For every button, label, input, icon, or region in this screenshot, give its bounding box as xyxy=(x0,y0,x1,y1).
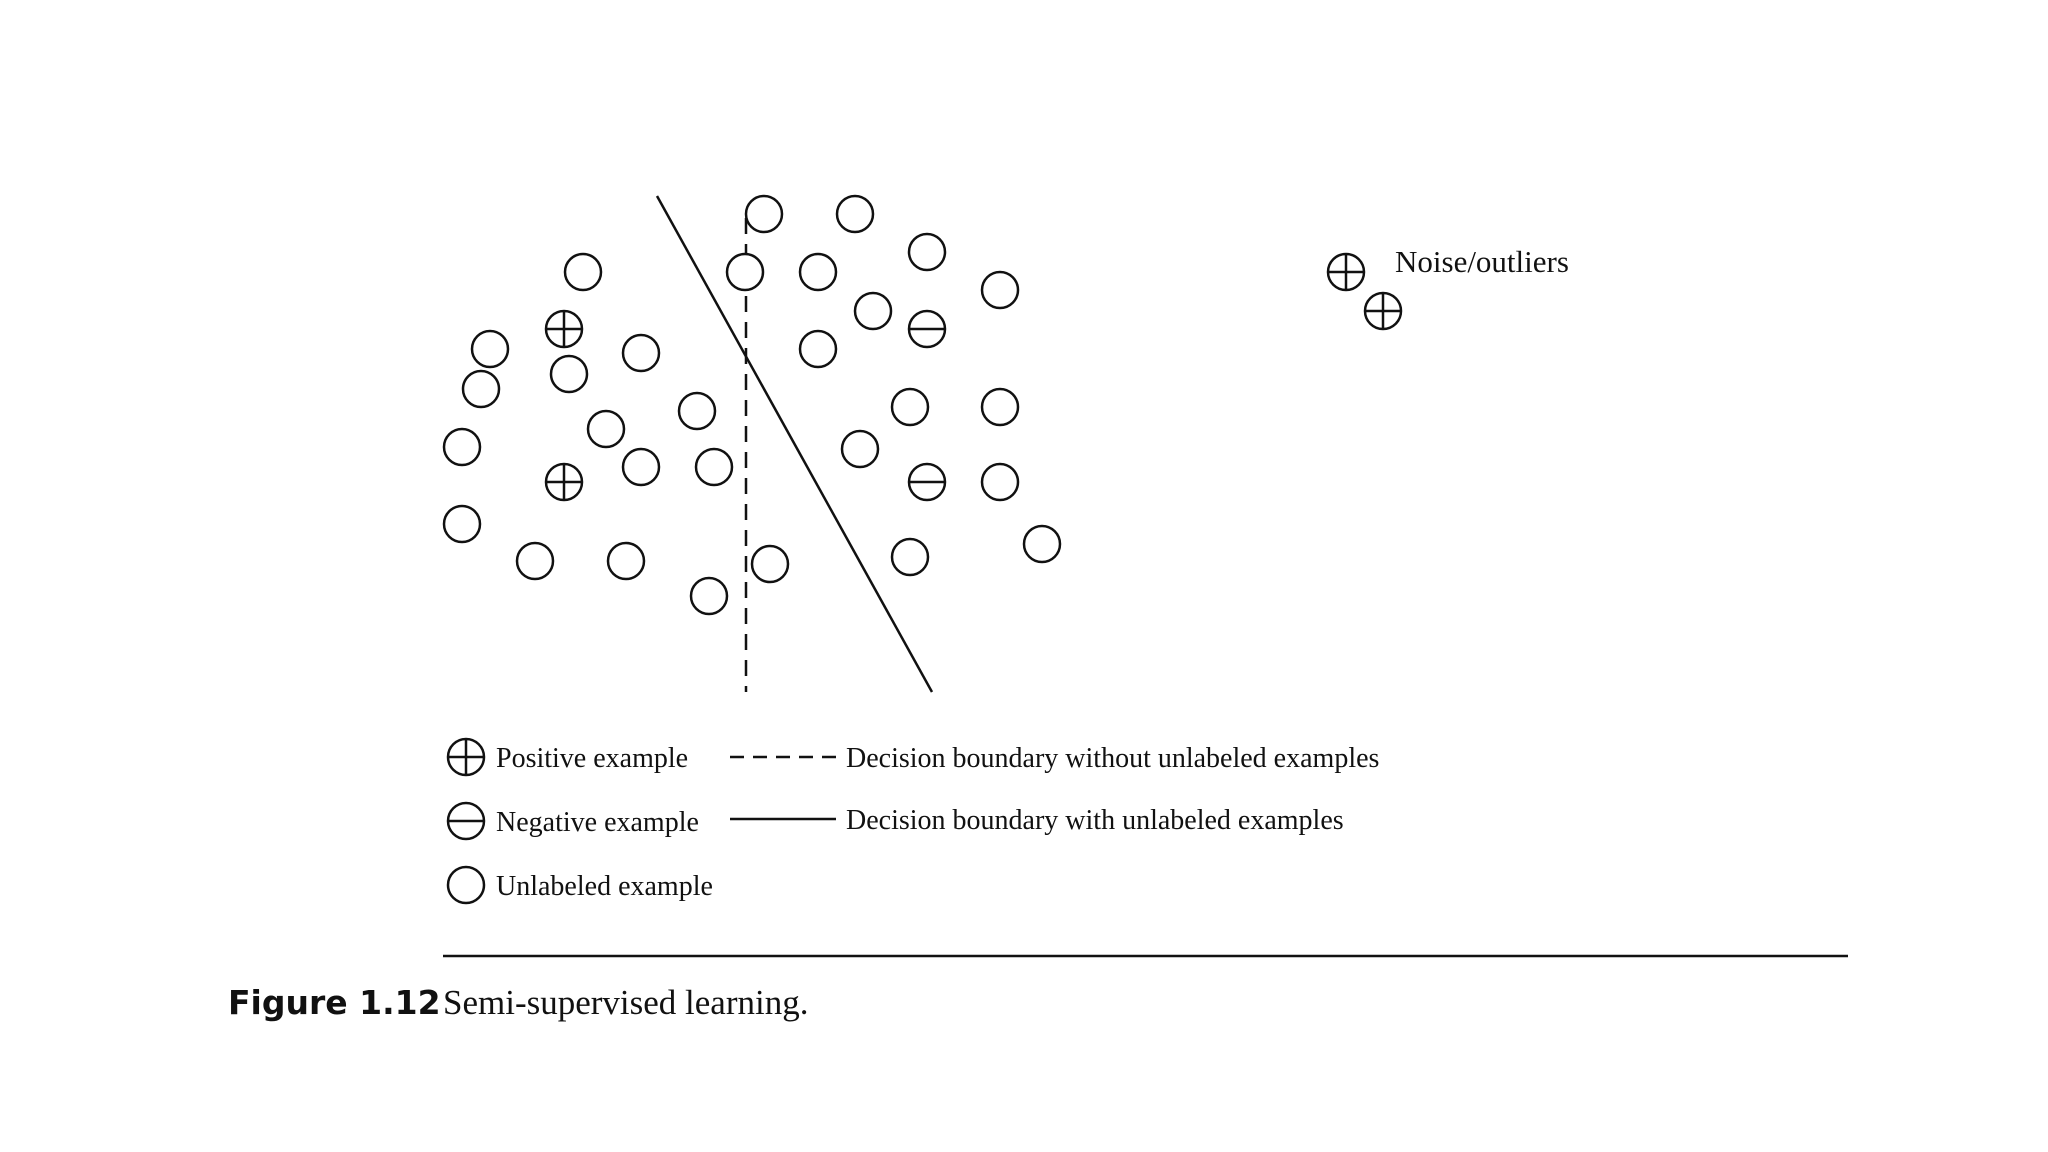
positive-example-point xyxy=(544,309,584,349)
outlier-positive-point xyxy=(1363,291,1403,331)
unlabeled-example-point xyxy=(750,544,790,584)
unlabeled-example-point xyxy=(840,429,880,469)
legend-positive-icon xyxy=(446,737,486,777)
unlabeled-example-point xyxy=(442,504,482,544)
legend-unlabeled-label: Unlabeled example xyxy=(496,871,713,902)
legend-negative-icon xyxy=(446,801,486,841)
unlabeled-example-point xyxy=(798,252,838,292)
legend-unlabeled-icon xyxy=(446,865,486,905)
unlabeled-example-point xyxy=(980,387,1020,427)
negative-example-point xyxy=(907,462,947,502)
unlabeled-example-point xyxy=(606,541,646,581)
unlabeled-example-point xyxy=(621,333,661,373)
legend-boundary-with-label: Decision boundary with unlabeled example… xyxy=(846,805,1344,836)
unlabeled-example-point xyxy=(563,252,603,292)
boundary-with-unlabeled xyxy=(655,195,934,693)
unlabeled-example-point xyxy=(853,291,893,331)
unlabeled-example-point xyxy=(980,270,1020,310)
unlabeled-example-point xyxy=(980,462,1020,502)
outlier-positive-point xyxy=(1326,252,1366,292)
legend-negative-label: Negative example xyxy=(496,807,699,838)
legend-boundary-without-label: Decision boundary without unlabeled exam… xyxy=(846,743,1379,774)
legend-positive-label: Positive example xyxy=(496,743,688,774)
unlabeled-example-point xyxy=(725,252,765,292)
unlabeled-example-point xyxy=(744,194,784,234)
unlabeled-example-point xyxy=(461,369,501,409)
positive-example-point xyxy=(544,462,584,502)
unlabeled-example-point xyxy=(1022,524,1062,564)
unlabeled-example-point xyxy=(549,354,589,394)
unlabeled-example-point xyxy=(689,576,729,616)
unlabeled-example-point xyxy=(470,329,510,369)
unlabeled-example-point xyxy=(798,329,838,369)
unlabeled-example-point xyxy=(694,447,734,487)
figure-number: Figure 1.12 xyxy=(228,983,441,1022)
unlabeled-example-point xyxy=(621,447,661,487)
unlabeled-example-point xyxy=(515,541,555,581)
noise-outliers-label: Noise/outliers xyxy=(1395,244,1569,279)
unlabeled-example-point xyxy=(677,391,717,431)
unlabeled-example-point xyxy=(890,387,930,427)
negative-example-point xyxy=(907,309,947,349)
unlabeled-example-point xyxy=(835,194,875,234)
figure-caption: Semi-supervised learning. xyxy=(443,983,808,1022)
legend: Positive example Negative example Unlabe… xyxy=(446,737,1379,905)
data-points xyxy=(442,194,1403,616)
unlabeled-example-point xyxy=(442,427,482,467)
unlabeled-example-point xyxy=(890,537,930,577)
unlabeled-example-point xyxy=(586,409,626,449)
unlabeled-example-point xyxy=(907,232,947,272)
